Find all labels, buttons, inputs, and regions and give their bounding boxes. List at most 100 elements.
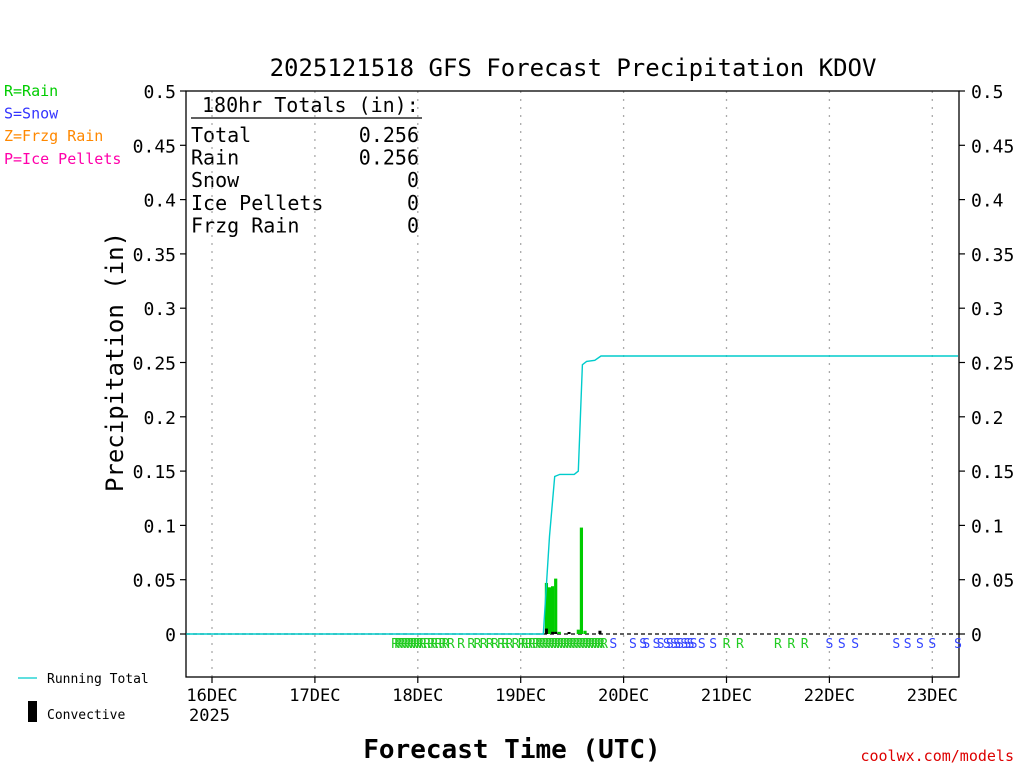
type-rain-marker: R [474,637,482,652]
x-tick-label: 21DEC [701,686,752,706]
y-tick-label-left: 0 [165,625,176,646]
x-axis-label: Forecast Time (UTC) [363,735,660,765]
type-snow-marker: S [709,637,717,652]
legend-series-label: Convective [47,708,125,723]
type-snow-marker: S [642,637,650,652]
y-tick-label-right: 0.3 [971,299,1004,320]
footer-credit: coolwx.com/models [860,747,1014,765]
type-snow-marker: S [676,637,684,652]
x-tick-label: 17DEC [289,686,340,706]
type-rain-marker: R [525,637,533,652]
totals-rows: Total 0.256 Rain 0.256 Snow 0 Ice Pellets 0 Frzg… [191,123,419,237]
type-rain-marker: R [569,637,577,652]
legend-type: S=Snow [4,105,59,123]
type-snow-marker: S [851,637,859,652]
y-tick-label-right: 0.35 [971,245,1014,266]
type-snow-marker: S [683,637,691,652]
type-snow-marker: S [698,637,706,652]
precip-bar [579,527,584,634]
convective-bar [554,631,558,634]
x-tick-label: 18DEC [392,686,443,706]
x-tick-label: 20DEC [598,686,649,706]
type-snow-marker: S [892,637,900,652]
x-tick-label: 23DEC [907,686,958,706]
precip-bar [583,630,587,634]
totals-label: Frzg Rain [191,213,299,237]
type-snow-marker: S [639,637,647,652]
y-axis-label: Precipitation (in) [101,232,129,492]
totals-value: 0 [407,191,419,215]
y-tick-label-right: 0.2 [971,408,1004,429]
totals-header: 180hr Totals (in): [202,93,419,117]
type-snow-marker: S [690,637,698,652]
type-rain-marker: R [457,637,465,652]
type-rain-marker: R [404,637,412,652]
type-snow-marker: S [954,637,962,652]
y-tick-label-left: 0.45 [133,136,176,157]
precip-bar [547,587,552,634]
convective-bar [544,628,548,634]
type-snow-marker: S [670,637,678,652]
type-rain-marker: R [774,637,782,652]
totals-label: Total [191,123,251,147]
type-snow-marker: S [663,637,671,652]
type-rain-marker: R [585,637,593,652]
type-snow-marker: S [609,637,617,652]
y-tick-label-left: 0.05 [133,571,176,592]
type-rain-marker: R [419,637,427,652]
type-rain-marker: R [554,637,562,652]
type-rain-marker: R [401,637,409,652]
type-rain-marker: R [600,637,608,652]
type-rain-marker: R [512,637,520,652]
type-rain-marker: R [497,637,505,652]
type-snow-marker: S [928,637,936,652]
y-tick-label-left: 0.2 [143,408,176,429]
type-rain-marker: R [480,637,488,652]
convective-bars [544,628,602,634]
type-rain-marker: R [439,637,447,652]
legend-type: R=Rain [4,82,58,100]
type-snow-marker: S [629,637,637,652]
axes: 0 00.05 0.050.1 0.10.15 0.150.2 0.20.25 0.250.… [133,82,1015,726]
type-rain-marker: R [787,637,795,652]
y-tick-label-right: 0.05 [971,571,1014,592]
type-rain-marker: R [442,637,450,652]
type-snow-marker: S [838,637,846,652]
type-rain-marker: R [394,637,402,652]
type-rain-marker: R [560,637,568,652]
totals-value: 0 [407,168,419,192]
totals-value: 0.256 [359,146,419,170]
type-rain-marker: R [545,637,553,652]
type-rain-marker: R [582,637,590,652]
running-total-line [186,355,958,635]
legend-series-label: Running Total [47,672,149,687]
y-tick-label-right: 0.4 [971,191,1004,212]
type-rain-marker: R [591,637,599,652]
type-rain-marker: R [575,637,583,652]
type-rain-marker: R [521,637,529,652]
type-rain-marker: R [430,637,438,652]
precip-bar [550,586,555,634]
type-rain-marker: R [434,637,442,652]
type-rain-marker: R [397,637,405,652]
y-tick-label-left: 0.35 [133,245,176,266]
type-rain-marker: R [532,637,540,652]
y-tick-label-right: 0.15 [971,462,1014,483]
x-tick-label: 22DEC [804,686,855,706]
x-tick-year: 2025 [189,706,230,726]
convective-bar [567,632,571,634]
type-snow-marker: S [904,637,912,652]
precip-bar [576,629,580,634]
convective-bar [598,630,602,634]
type-snow-marker: S [825,637,833,652]
type-rain-marker: R [548,637,556,652]
type-rain-marker: R [423,637,431,652]
type-rain-marker: R [723,637,731,652]
y-tick-label-left: 0.5 [143,82,176,103]
type-snow-marker: S [657,637,665,652]
y-tick-label-right: 0 [971,625,982,646]
legend-type: P=Ice Pellets [4,150,121,168]
type-rain-marker: R [486,637,494,652]
legend-type: Z=Frzg Rain [4,127,103,145]
